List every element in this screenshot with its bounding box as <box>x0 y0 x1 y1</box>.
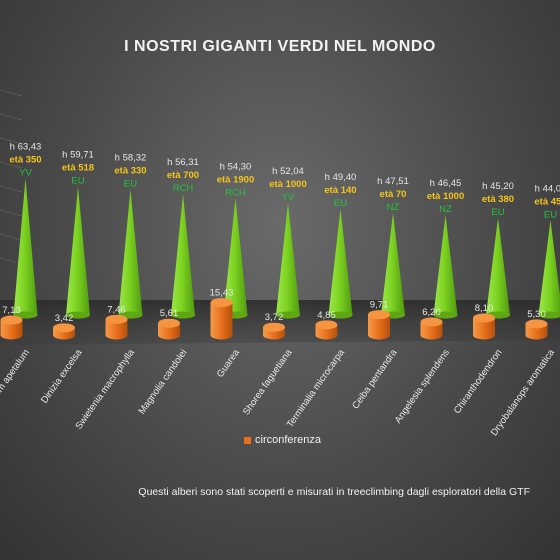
height-label-4: h 59,71 <box>62 150 94 161</box>
cylinder-3 <box>0 320 23 340</box>
cylinder-6 <box>158 323 180 340</box>
circ-label-11: 6,20 <box>422 307 441 318</box>
category-label-11: Angelesia splendens <box>393 347 452 425</box>
age-label-9: età 140 <box>324 185 356 196</box>
circ-label-9: 4,85 <box>317 310 336 321</box>
cone-5 <box>118 189 143 315</box>
cone-12 <box>486 217 510 315</box>
cylinder-10 <box>368 314 390 340</box>
cylinder-top-8 <box>263 322 285 332</box>
cone-11 <box>433 215 458 315</box>
category-label-7: Guarea <box>215 347 243 380</box>
age-label-4: età 518 <box>62 163 94 174</box>
cone-base-6 <box>171 311 195 319</box>
circ-label-8: 3,72 <box>265 312 284 323</box>
region-label-8: YV <box>282 192 295 203</box>
category-label-12: Chiranthodendron <box>452 347 505 416</box>
age-label-11: età 1000 <box>427 191 465 202</box>
age-label-6: età 700 <box>167 170 199 181</box>
legend-swatch-circonferenza <box>244 436 251 444</box>
cylinder-top-5 <box>105 314 128 324</box>
cone-base-4 <box>66 311 90 319</box>
cone-base-13 <box>538 311 560 319</box>
grid-lines <box>0 89 23 265</box>
category-label-5: Swietenia macrophylla <box>73 347 137 432</box>
category-label-3: Ceratopetalum apetalum <box>0 347 32 439</box>
category-label-4: Dinizia excelsa <box>39 347 85 406</box>
region-label-13: EU <box>544 209 557 220</box>
height-label-12: h 45,20 <box>482 181 514 192</box>
cone-9 <box>328 208 353 315</box>
cone-8 <box>276 203 300 315</box>
cylinder-top-10 <box>368 310 390 320</box>
chart-footnote: Questi alberi sono stati scoperti e misu… <box>138 486 530 498</box>
category-label-9: Terminalia microcarpa <box>285 347 348 430</box>
age-label-12: età 380 <box>482 194 514 205</box>
height-label-9: h 49,40 <box>325 172 357 183</box>
circ-label-5: 7,46 <box>107 304 126 315</box>
chart-title: I NOSTRI GIGANTI VERDI NEL MONDO <box>124 38 436 55</box>
cylinder-top-13 <box>525 319 548 329</box>
region-label-10: NZ <box>387 202 400 213</box>
circ-label-3: 7,13 <box>2 305 21 316</box>
height-label-3: h 63,43 <box>10 142 42 153</box>
height-label-7: h 54,30 <box>220 161 252 172</box>
cylinder-5 <box>105 319 128 340</box>
cone-10 <box>381 212 405 315</box>
age-label-3: età 350 <box>9 155 41 166</box>
cone-base-11 <box>433 311 458 319</box>
age-label-8: età 1000 <box>269 179 307 190</box>
cylinder-top-11 <box>420 317 443 327</box>
region-label-6: RCH <box>173 183 194 194</box>
cylinder-top-12 <box>473 313 495 323</box>
cylinder-11 <box>420 321 443 340</box>
age-label-5: età 330 <box>114 166 146 177</box>
region-label-3: YV <box>19 168 32 179</box>
cone-base-3 <box>13 311 38 319</box>
circ-label-12: 8,10 <box>475 303 494 314</box>
category-label-6: Magnolia candolei <box>137 347 190 416</box>
legend-label-circonferenza: circonferenza <box>255 434 322 446</box>
circ-label-4: 3,42 <box>55 313 74 324</box>
cylinder-top-3 <box>0 315 23 325</box>
cone-base-9 <box>328 311 353 319</box>
cylinder-7 <box>210 302 233 340</box>
region-label-12: EU <box>491 207 504 218</box>
cylinder-12 <box>473 317 495 340</box>
legend: circonferenza <box>244 434 321 446</box>
cylinder-top-7 <box>210 298 233 308</box>
circ-label-6: 5,61 <box>160 308 179 319</box>
cone-13 <box>538 220 560 315</box>
cylinder-13 <box>525 323 548 340</box>
age-label-10: età 70 <box>380 189 407 200</box>
cone-base-8 <box>276 311 300 319</box>
cylinder-top-4 <box>53 323 75 333</box>
circ-label-7: 15,43 <box>210 288 234 299</box>
age-label-13: età 450 <box>534 196 560 207</box>
cylinder-top-6 <box>158 318 180 328</box>
region-label-5: EU <box>124 179 137 190</box>
height-label-11: h 46,45 <box>430 178 462 189</box>
height-label-8: h 52,04 <box>272 166 304 177</box>
cone-7 <box>223 198 248 315</box>
region-label-4: EU <box>71 176 84 187</box>
circ-label-13: 5,30 <box>527 309 546 320</box>
circ-label-10: 9,71 <box>370 300 389 311</box>
height-label-10: h 47,51 <box>377 176 409 187</box>
height-label-6: h 56,31 <box>167 157 199 168</box>
region-label-11: NZ <box>439 204 452 215</box>
height-label-13: h 44,00 <box>535 183 560 194</box>
cylinder-top-9 <box>315 320 338 330</box>
age-label-7: età 1900 <box>217 174 255 185</box>
category-label-8: Shorea faguetiana <box>241 347 295 418</box>
cone-6 <box>171 193 195 315</box>
height-label-5: h 58,32 <box>115 153 147 164</box>
category-label-10: Ceiba pentandra <box>350 347 400 411</box>
region-label-7: RCH <box>225 187 246 198</box>
cone-3 <box>13 178 38 315</box>
region-label-9: EU <box>334 198 347 209</box>
cone-4 <box>66 186 90 315</box>
